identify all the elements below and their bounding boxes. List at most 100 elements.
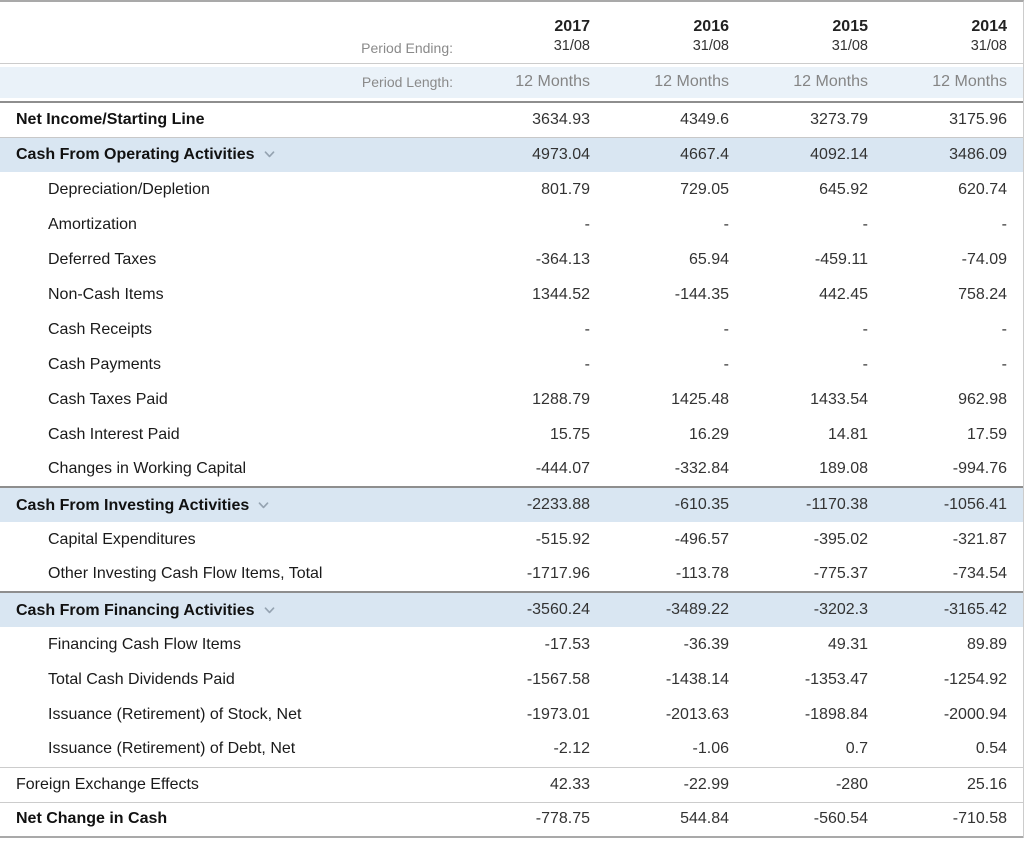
row-value: -1254.92 <box>943 670 1007 688</box>
row-value: -22.99 <box>606 766 745 802</box>
table-row: Net Income/Starting Line 3634.93 4349.6 327… <box>0 101 1023 137</box>
table-row: Cash Payments - - - - <box>0 347 1023 382</box>
period-length-value: 12 Months <box>884 63 1023 102</box>
row-value: 620.74 <box>958 180 1007 198</box>
row-value: -17.53 <box>544 635 590 653</box>
row-label: Financing Cash Flow Items <box>48 635 241 653</box>
row-value: -515.92 <box>535 530 590 548</box>
row-value: 0.7 <box>845 740 868 758</box>
section-toggle[interactable]: Cash From Financing Activities <box>0 591 467 627</box>
row-value: - <box>723 355 729 373</box>
column-header: 2014 31/08 <box>884 2 1023 64</box>
table-row: Deferred Taxes -364.13 65.94 -459.11 -74.09 <box>0 242 1023 277</box>
row-value: 3175.96 <box>884 101 1023 137</box>
row-value: -144.35 <box>674 285 729 303</box>
row-value: -3489.22 <box>606 591 745 627</box>
row-value: 1425.48 <box>671 390 729 408</box>
row-value: -734.54 <box>952 565 1007 582</box>
column-header: 2017 31/08 <box>467 2 606 64</box>
row-value: -1438.14 <box>665 670 729 688</box>
period-length-value: 12 Months <box>745 63 884 102</box>
period-ending-label: Period Ending: <box>0 2 467 64</box>
row-value: - <box>1001 215 1007 233</box>
column-year: 2017 <box>554 18 590 36</box>
row-value: -1056.41 <box>884 486 1023 522</box>
row-value: 189.08 <box>819 460 868 477</box>
table-row: Issuance (Retirement) of Debt, Net -2.12 -… <box>0 732 1023 767</box>
chevron-down-icon[interactable] <box>264 601 275 619</box>
row-value: 4349.6 <box>606 101 745 137</box>
section-toggle[interactable]: Cash From Operating Activities <box>0 136 467 172</box>
table-row: Amortization - - - - <box>0 207 1023 242</box>
row-value: 3273.79 <box>745 101 884 137</box>
row-value: - <box>723 320 729 338</box>
section-row: Cash From Financing Activities -3560.24 -3… <box>0 591 1023 627</box>
period-ending-row: Period Ending: 2017 31/08 2016 31/08 2015 31/… <box>0 2 1023 64</box>
row-value: -321.87 <box>952 530 1007 548</box>
row-value: -3165.42 <box>884 591 1023 627</box>
row-value: -74.09 <box>961 250 1007 268</box>
row-value: 14.81 <box>827 425 868 443</box>
section-label: Cash From Financing Activities <box>16 601 255 619</box>
row-value: -113.78 <box>675 565 729 582</box>
period-length-label: Period Length: <box>0 63 467 102</box>
column-period-end-date: 31/08 <box>970 38 1007 55</box>
row-value: - <box>584 355 590 373</box>
row-label: Issuance (Retirement) of Stock, Net <box>48 705 302 723</box>
row-value: - <box>1001 320 1007 338</box>
row-label: Other Investing Cash Flow Items, Total <box>48 565 323 582</box>
column-year: 2015 <box>832 18 868 36</box>
row-value: 1288.79 <box>532 390 590 408</box>
section-row: Cash From Investing Activities -2233.88 -6… <box>0 486 1023 522</box>
row-value: 758.24 <box>958 285 1007 303</box>
row-label: Deferred Taxes <box>48 250 157 268</box>
table-row: Total Cash Dividends Paid -1567.58 -1438.1… <box>0 662 1023 697</box>
row-value: -1.06 <box>692 740 729 758</box>
row-value: -36.39 <box>683 635 729 653</box>
row-value: 17.59 <box>966 425 1007 443</box>
row-value: -364.13 <box>535 250 590 268</box>
row-value: 42.33 <box>467 766 606 802</box>
column-header: 2015 31/08 <box>745 2 884 64</box>
row-value: - <box>584 320 590 338</box>
row-value: 65.94 <box>688 250 729 268</box>
table-row: Net Change in Cash -778.75 544.84 -560.54 -7… <box>0 801 1023 838</box>
period-length-value: 12 Months <box>467 63 606 102</box>
section-row: Cash From Operating Activities 4973.04 466… <box>0 136 1023 172</box>
row-value: -2013.63 <box>665 705 729 723</box>
table-row: Changes in Working Capital -444.07 -332.84… <box>0 452 1023 487</box>
row-value: -775.37 <box>813 565 868 582</box>
section-toggle[interactable]: Cash From Investing Activities <box>0 486 467 522</box>
table-row: Financing Cash Flow Items -17.53 -36.39 49.… <box>0 627 1023 662</box>
row-value: -3202.3 <box>745 591 884 627</box>
row-label: Total Cash Dividends Paid <box>48 670 235 688</box>
row-value: 962.98 <box>958 390 1007 408</box>
row-label: Cash Taxes Paid <box>48 390 168 408</box>
row-value: -2.12 <box>553 740 590 758</box>
row-value: 89.89 <box>966 635 1007 653</box>
column-period-end-date: 31/08 <box>553 38 590 55</box>
row-value: -1898.84 <box>804 705 868 723</box>
table-row: Cash Interest Paid 15.75 16.29 14.81 17.59 <box>0 417 1023 452</box>
row-value: -1170.38 <box>745 486 884 522</box>
table-row: Cash Taxes Paid 1288.79 1425.48 1433.54 962.… <box>0 382 1023 417</box>
chevron-down-icon[interactable] <box>264 145 275 163</box>
row-value: -395.02 <box>813 530 868 548</box>
table-row: Foreign Exchange Effects 42.33 -22.99 -280 2… <box>0 766 1023 802</box>
section-label: Cash From Operating Activities <box>16 146 255 164</box>
column-period-end-date: 31/08 <box>831 38 868 55</box>
row-label: Foreign Exchange Effects <box>0 766 467 802</box>
row-label: Amortization <box>48 215 137 233</box>
row-value: -710.58 <box>884 801 1023 838</box>
row-value: 4973.04 <box>467 136 606 172</box>
row-value: 16.29 <box>688 425 729 443</box>
table-row: Depreciation/Depletion 801.79 729.05 645.92… <box>0 172 1023 207</box>
section-label: Cash From Investing Activities <box>16 496 250 514</box>
chevron-down-icon[interactable] <box>258 496 269 514</box>
row-value: -3560.24 <box>467 591 606 627</box>
row-value: -332.84 <box>674 460 729 477</box>
row-value: -1717.96 <box>526 565 590 582</box>
column-period-end-date: 31/08 <box>692 38 729 55</box>
table-row: Issuance (Retirement) of Stock, Net -1973… <box>0 697 1023 732</box>
